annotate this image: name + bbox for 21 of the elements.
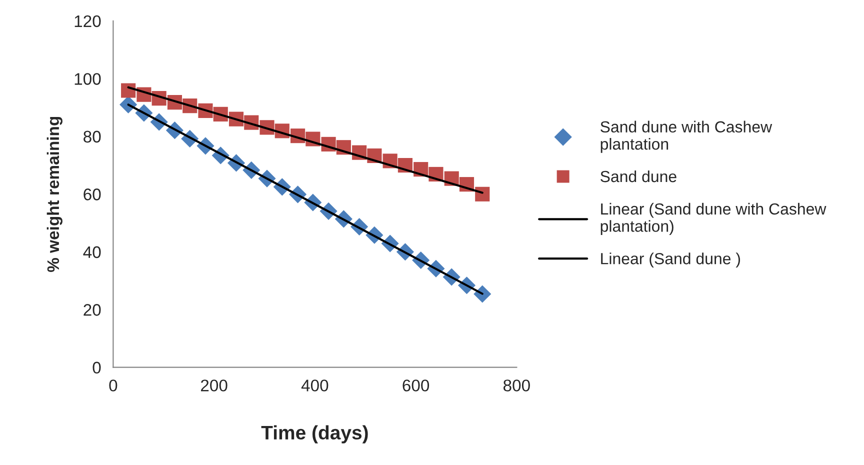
y-tick-label: 60 xyxy=(84,188,101,200)
x-tick-label: 800 xyxy=(503,380,530,392)
x-tick-label: 600 xyxy=(402,380,430,392)
legend-label: Linear (Sand dune ) xyxy=(601,252,740,268)
x-tick-label: 0 xyxy=(109,380,118,392)
y-tick-label: 120 xyxy=(74,15,101,28)
y-tick-label: 20 xyxy=(84,304,101,316)
y-tick-label: 80 xyxy=(84,130,101,143)
legend-label: Sand dune xyxy=(600,170,676,182)
y-tick-label: 100 xyxy=(74,73,101,85)
point xyxy=(475,186,490,202)
x-tick-label: 400 xyxy=(301,380,328,392)
y-axis-title: % weight remaining xyxy=(46,117,62,272)
x-axis-title: Time (days) xyxy=(261,425,368,444)
x-tick-label: 200 xyxy=(200,380,228,392)
legend-label: Linear (Sand dune with Cashew plantation) xyxy=(600,202,826,236)
legend-label: Sand dune with Cashew plantation xyxy=(600,120,772,153)
point xyxy=(474,285,492,303)
y-tick-label: 40 xyxy=(83,246,101,258)
y-tick-label: 0 xyxy=(92,362,101,374)
point xyxy=(121,83,136,98)
